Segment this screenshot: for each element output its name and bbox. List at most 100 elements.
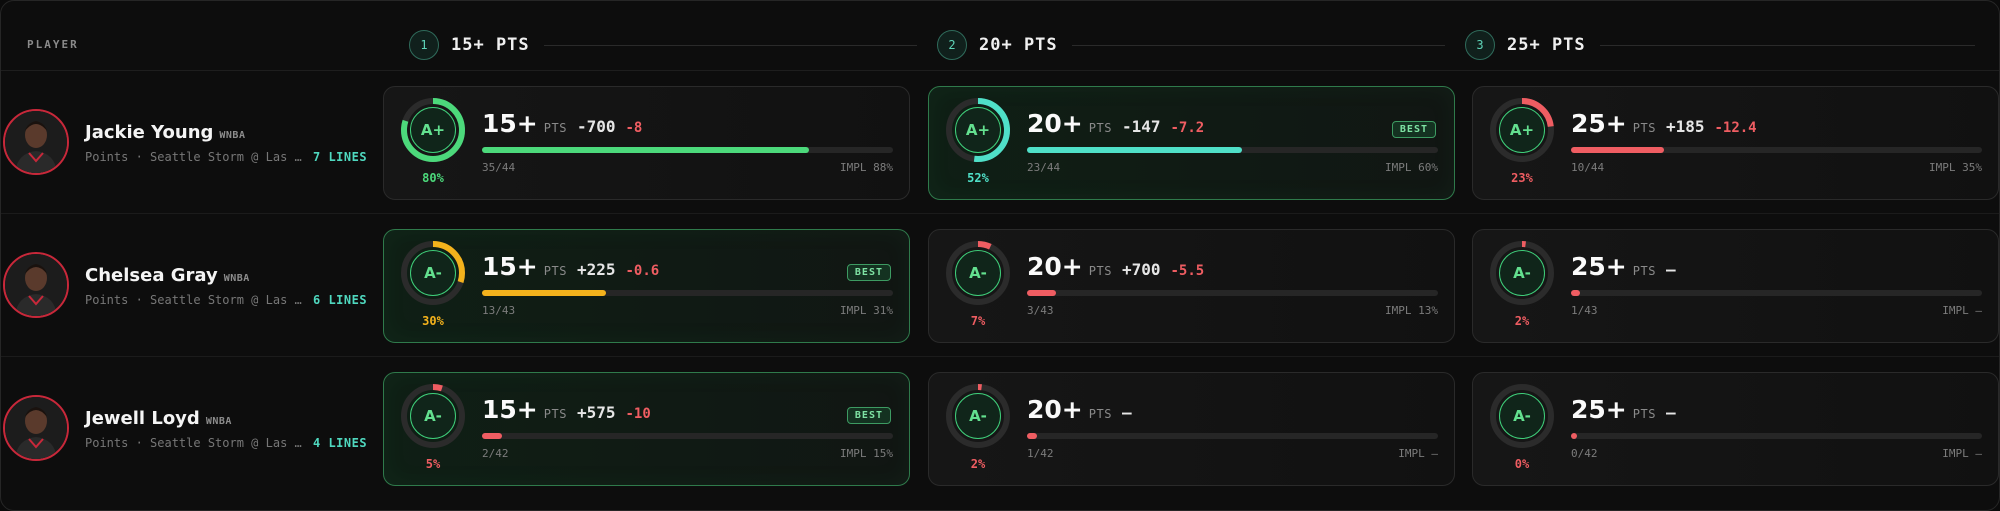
implied-probability: IMPL —	[1942, 447, 1982, 460]
player-name[interactable]: Jackie Young WNBA	[85, 122, 245, 143]
probability-ring	[1490, 384, 1554, 448]
edge-value: -8	[625, 120, 643, 136]
probability-ring	[1490, 241, 1554, 305]
line-unit: PTS	[543, 121, 567, 135]
player-name[interactable]: Chelsea Gray WNBA	[85, 265, 250, 286]
hit-probability: 23%	[1511, 171, 1533, 185]
line-unit: PTS	[1632, 121, 1656, 135]
grade-badge: A-	[955, 250, 1001, 296]
odds-value: +700	[1121, 260, 1161, 279]
hit-rate-bar	[482, 290, 893, 296]
hit-rate-bar	[1571, 147, 1982, 153]
probability-ring	[946, 384, 1010, 448]
hit-rate-bar-fill	[482, 290, 607, 296]
column-title: 15+ PTS	[451, 35, 530, 55]
line-threshold: 25+	[1571, 109, 1627, 138]
implied-probability: IMPL 60%	[1385, 161, 1438, 174]
prop-line-card[interactable]: A+ 80% 15+ PTS -700 -8 35/44 IMPL 88%	[383, 86, 910, 200]
grade-badge: A+	[955, 107, 1001, 153]
hit-count: 23/44	[1027, 161, 1061, 174]
column-title: 20+ PTS	[979, 35, 1058, 55]
player-avatar	[3, 109, 69, 175]
grade-badge: A-	[410, 250, 456, 296]
grade-gauge: A-	[1489, 383, 1555, 449]
line-summary: 25+ PTS —	[1571, 395, 1676, 424]
hit-rate-bar	[1571, 290, 1982, 296]
prop-line-card[interactable]: A- 30% 15+ PTS +225 -0.6 BEST 13/43 IMPL 31%	[383, 229, 910, 343]
lines-count-link[interactable]: 4 LINES	[313, 436, 368, 450]
hit-rate-bar	[1027, 147, 1438, 153]
hit-rate-bar	[1027, 433, 1438, 439]
table-header: PLAYER 1 15+ PTS 2 20+ PTS 3 25+ PTS	[1, 1, 1999, 71]
grade-gauge: A+	[1489, 97, 1555, 163]
hit-probability: 5%	[425, 457, 441, 471]
line-summary: 20+ PTS -147 -7.2	[1027, 109, 1204, 138]
odds-value: —	[1665, 403, 1676, 422]
hit-count: 3/43	[1027, 304, 1054, 317]
column-divider	[1071, 44, 1445, 46]
prop-line-card[interactable]: A- 2% 25+ PTS — 1/43 IMPL —	[1472, 229, 1999, 343]
implied-probability: IMPL 13%	[1385, 304, 1438, 317]
line-summary: 20+ PTS —	[1027, 395, 1132, 424]
odds-value: +575	[576, 403, 616, 422]
hit-count: 0/42	[1571, 447, 1598, 460]
prop-line-card[interactable]: A- 7% 20+ PTS +700 -5.5 3/43 IMPL 13%	[928, 229, 1455, 343]
prop-line-card[interactable]: A+ 23% 25+ PTS +185 -12.4 10/44 IMPL 35%	[1472, 86, 1999, 200]
column-number-badge: 3	[1465, 30, 1495, 60]
implied-probability: IMPL —	[1942, 304, 1982, 317]
hit-probability: 52%	[967, 171, 989, 185]
edge-value: -12.4	[1714, 120, 1757, 136]
line-summary: 15+ PTS +575 -10	[482, 395, 651, 424]
edge-value: -0.6	[625, 263, 660, 279]
hit-rate-bar	[482, 433, 893, 439]
column-divider	[543, 44, 917, 46]
line-unit: PTS	[1632, 407, 1656, 421]
line-summary: 20+ PTS +700 -5.5	[1027, 252, 1204, 281]
player-avatar	[3, 252, 69, 318]
hit-probability: 2%	[970, 457, 986, 471]
line-summary: 25+ PTS +185 -12.4	[1571, 109, 1757, 138]
prop-line-card[interactable]: A- 5% 15+ PTS +575 -10 BEST 2/42 IMPL 15%	[383, 372, 910, 486]
hit-probability: 30%	[422, 314, 444, 328]
best-badge: BEST	[1391, 121, 1436, 138]
odds-value: —	[1121, 403, 1132, 422]
player-name[interactable]: Jewell Loyd WNBA	[85, 408, 232, 429]
grade-gauge: A-	[945, 383, 1011, 449]
line-threshold: 20+	[1027, 252, 1083, 281]
lines-count-link[interactable]: 6 LINES	[313, 293, 368, 307]
probability-ring	[401, 241, 465, 305]
grade-badge: A-	[955, 393, 1001, 439]
lines-count-link[interactable]: 7 LINES	[313, 150, 368, 164]
player-name-text: Jewell Loyd	[85, 408, 200, 429]
line-threshold: 15+	[482, 395, 538, 424]
edge-value: -5.5	[1170, 263, 1205, 279]
edge-value: -10	[625, 406, 651, 422]
line-threshold: 25+	[1571, 395, 1627, 424]
hit-probability: 2%	[1514, 314, 1530, 328]
hit-rate-bar-fill	[1571, 147, 1665, 153]
best-badge: BEST	[846, 264, 891, 281]
prop-line-card[interactable]: A- 0% 25+ PTS — 0/42 IMPL —	[1472, 372, 1999, 486]
column-header-20-pts[interactable]: 2 20+ PTS	[937, 29, 1445, 61]
hit-rate-bar-fill	[482, 433, 502, 439]
column-number-badge: 1	[409, 30, 439, 60]
hit-count: 1/43	[1571, 304, 1598, 317]
probability-ring	[1490, 98, 1554, 162]
prop-line-card[interactable]: A+ 52% 20+ PTS -147 -7.2 BEST 23/44 IMPL 60%	[928, 86, 1455, 200]
grade-gauge: A-	[1489, 240, 1555, 306]
line-threshold: 15+	[482, 109, 538, 138]
hit-probability: 0%	[1514, 457, 1530, 471]
implied-probability: IMPL —	[1398, 447, 1438, 460]
column-header-15-pts[interactable]: 1 15+ PTS	[409, 29, 917, 61]
player-meta: Points · Seattle Storm @ Las …	[85, 436, 302, 450]
line-threshold: 20+	[1027, 109, 1083, 138]
column-title: 25+ PTS	[1507, 35, 1586, 55]
prop-line-card[interactable]: A- 2% 20+ PTS — 1/42 IMPL —	[928, 372, 1455, 486]
player-meta: Points · Seattle Storm @ Las …	[85, 150, 302, 164]
column-header-25-pts[interactable]: 3 25+ PTS	[1465, 29, 1975, 61]
line-unit: PTS	[1088, 121, 1112, 135]
grade-gauge: A-	[400, 240, 466, 306]
player-meta: Points · Seattle Storm @ Las …	[85, 293, 302, 307]
implied-probability: IMPL 15%	[840, 447, 893, 460]
